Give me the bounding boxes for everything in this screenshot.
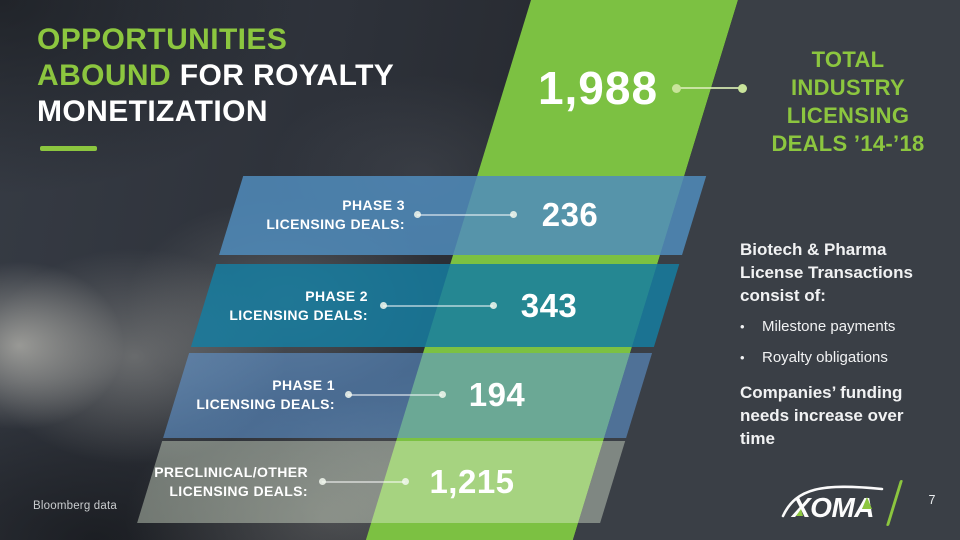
headline-line: TOTAL (811, 47, 885, 72)
connector-dot (439, 391, 446, 398)
bullet-text: Royalty obligations (762, 349, 888, 366)
connector-dot (490, 302, 497, 309)
title-underline-accent (40, 146, 97, 151)
connector-dot (510, 211, 517, 218)
bullet-list: • Milestone payments • Royalty obligatio… (740, 317, 960, 368)
info-note: Companies’ funding needs increase over t… (740, 381, 960, 450)
bar-label-line: LICENSING DEALS: (266, 216, 405, 232)
title-line2-green: ABOUND (37, 59, 172, 92)
logo-swoosh-icon (781, 485, 884, 518)
page-number: 7 (928, 493, 936, 507)
xoma-logo: XOMA (781, 485, 884, 523)
info-note-line: Companies’ funding (740, 383, 903, 402)
info-block: Biotech & Pharma License Transactions co… (740, 238, 960, 450)
hero-connector-dot (738, 84, 747, 93)
connector-dot (345, 391, 352, 398)
bar-label-line: PHASE 1 (272, 377, 335, 393)
total-industry-headline: TOTAL INDUSTRY LICENSING DEALS ’14-’18 (742, 46, 954, 158)
title-line2-white: FOR ROYALTY (171, 59, 395, 92)
headline-line: DEALS ’14-’18 (771, 131, 925, 156)
logo-a-triangle-icon (862, 497, 872, 509)
bar-value-phase3: 236 (541, 196, 599, 233)
bullet-icon: • (740, 319, 745, 334)
bar-value-phase1: 194 (468, 376, 526, 413)
logo-text: XOMA (790, 492, 874, 523)
connector-dot (402, 478, 409, 485)
connector-dot (319, 478, 326, 485)
bar-label-line: PHASE 2 (305, 288, 368, 304)
hero-connector-line (676, 87, 742, 89)
info-note-line: time (740, 429, 775, 448)
title-line3: MONETIZATION (37, 95, 268, 128)
connector-line (383, 305, 493, 307)
headline-line: INDUSTRY (790, 75, 906, 100)
info-heading-line: License Transactions (740, 263, 913, 282)
bar-label-phase2: PHASE 2 LICENSING DEALS: (108, 287, 368, 325)
title-line1: OPPORTUNITIES (37, 23, 288, 56)
bullet-text: Milestone payments (762, 318, 896, 335)
bar-label-line: PHASE 3 (342, 197, 405, 213)
bar-label-line: LICENSING DEALS: (196, 396, 335, 412)
bar-label-phase3: PHASE 3 LICENSING DEALS: (145, 196, 405, 234)
bullet-item: • Royalty obligations (740, 348, 960, 368)
connector-line (322, 481, 405, 483)
connector-dot (414, 211, 421, 218)
bar-label-line: LICENSING DEALS: (169, 483, 308, 499)
bullet-item: • Milestone payments (740, 317, 960, 337)
info-heading-line: Biotech & Pharma (740, 240, 887, 259)
connector-line (417, 214, 513, 216)
slide-title: OPPORTUNITIES ABOUND FOR ROYALTY MONETIZ… (37, 22, 497, 130)
total-deals-value: 1,988 (537, 62, 659, 114)
bar-value-phase2: 343 (520, 287, 578, 324)
headline-line: LICENSING (786, 103, 910, 128)
hero-connector-dot (672, 84, 681, 93)
info-heading-line: consist of: (740, 286, 826, 305)
bar-label-preclinical: PRECLINICAL/OTHER LICENSING DEALS: (48, 463, 308, 501)
connector-line (348, 394, 442, 396)
bar-value-preclinical: 1,215 (429, 463, 515, 500)
logo-x-triangle-icon (796, 509, 803, 516)
connector-dot (380, 302, 387, 309)
bar-label-line: LICENSING DEALS: (229, 307, 368, 323)
info-heading: Biotech & Pharma License Transactions co… (740, 238, 960, 307)
info-note-line: needs increase over (740, 406, 904, 425)
bar-label-line: PRECLINICAL/OTHER (154, 464, 308, 480)
bullet-icon: • (740, 350, 745, 365)
bar-label-phase1: PHASE 1 LICENSING DEALS: (75, 376, 335, 414)
source-note: Bloomberg data (33, 500, 117, 512)
